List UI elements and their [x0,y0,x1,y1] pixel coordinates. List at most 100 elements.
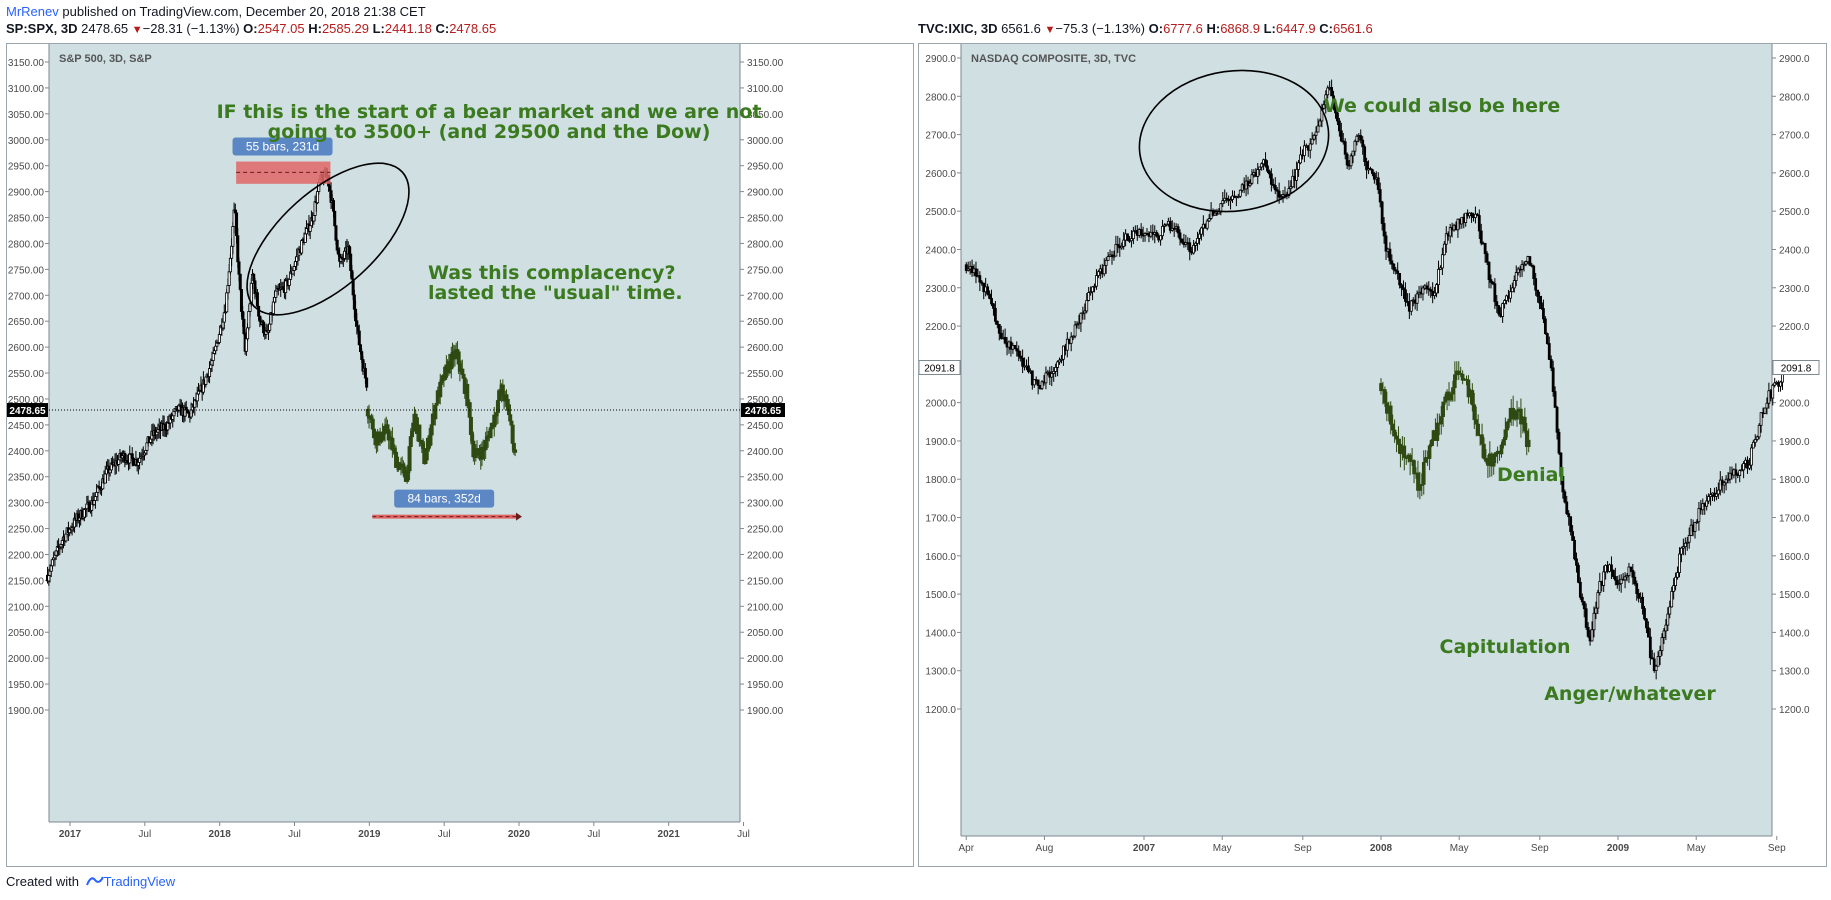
candle-body [990,298,993,305]
candle-body [1501,303,1505,317]
candle-body [1578,581,1582,598]
candle-body [1695,521,1699,524]
projection-candle-body [1482,443,1486,459]
candle-body [1376,177,1380,190]
candle-body [1528,256,1532,266]
candle-body [1120,245,1124,249]
quote-line-spx: SP:SPX, 3D 2478.65 ▼−28.31 (−1.13%) O:25… [6,21,496,36]
y-tick-label-left: 2100.00 [8,602,45,613]
candle-body [1652,658,1656,671]
projection-candle-body [1383,389,1387,404]
candle-body [1040,381,1044,389]
candle-body [1062,345,1065,360]
candle-body [1715,493,1718,497]
candle-body [1131,230,1135,240]
x-tick-label: 2020 [508,829,531,840]
x-tick-label: Jul [587,829,600,840]
candle-body [1654,665,1658,671]
candle-body [1633,576,1637,585]
ixic-chart-pane[interactable]: 1200.0 1200.0 1300.0 1300.0 1400.0 1400.0 1500… [918,43,1827,867]
tradingview-logo-icon[interactable] [85,875,104,887]
candle-body [355,320,359,327]
candle-body [1532,265,1536,279]
candle-body [1126,233,1129,241]
high-label: H: [308,21,322,36]
candle-body [1295,169,1299,181]
candle-body [1336,112,1339,122]
candle-body [1629,566,1633,571]
projection-candle-body [1519,408,1523,425]
y-tick-label-left: 1900.0 [925,437,956,448]
candle-body [1139,229,1143,236]
projection-candle-body [513,449,518,453]
projection-candle-body [1402,445,1407,458]
projection-candle-body [1474,419,1479,425]
projection-candle-body [1443,396,1447,403]
candle-body [1180,238,1184,243]
candle-body [1130,238,1133,242]
candle-body [1724,478,1728,484]
candle-body [1510,287,1514,293]
symbol-label[interactable]: SP:SPX, 3D [6,21,78,36]
y-tick-label-right: 3100.00 [747,84,784,95]
y-tick-label-left: 2050.00 [8,628,45,639]
candle-body [332,200,336,212]
candle-body [1670,590,1674,608]
candle-body [1645,618,1648,629]
author-link[interactable]: MrRenev [6,4,59,19]
candle-body [1619,578,1623,584]
candle-body [1516,268,1520,273]
y-tick-label-left: 1600.0 [925,552,956,563]
candle-body [1512,280,1516,289]
candle-body [255,292,259,307]
candle-body [1487,261,1491,281]
candle-body [1155,232,1159,237]
projection-candle-body [1408,454,1412,462]
candle-body [274,290,278,298]
candle-body [1361,139,1365,148]
spx-chart-pane[interactable]: 1900.00 1900.00 1950.00 1950.00 2000.00 2000.… [6,43,914,867]
candle-body [1312,134,1316,140]
projection-candle-body [1480,434,1484,445]
candle-body [1491,281,1495,285]
last-price-tag-left [919,359,961,375]
candle-body [1592,612,1596,631]
last-price-tag-right [741,403,785,418]
candle-body [1168,220,1172,231]
candle-body [1097,271,1100,276]
y-tick-label-right: 1400.0 [1779,628,1810,639]
symbol-label[interactable]: TVC:IXIC, 3D [918,21,998,36]
candle-body [1613,576,1617,581]
candle-body [1030,370,1034,386]
candle-body [1485,253,1489,263]
candle-body [1662,630,1666,638]
y-tick-label-right: 2400.00 [747,447,784,458]
candle-body [1757,424,1761,438]
candle-body [1582,601,1586,610]
candle-body [1326,87,1330,96]
spx-chart-svg[interactable]: 1900.00 1900.00 1950.00 1950.00 2000.00 2000.… [7,44,913,866]
y-tick-label-right: 2850.00 [747,214,784,225]
y-tick-label-right: 2250.00 [747,525,784,536]
candle-body [1547,343,1551,360]
y-tick-label-right: 2000.00 [747,654,784,665]
candle-body [997,324,1001,334]
y-tick-label-right: 2950.00 [747,162,784,173]
x-tick-label: Aug [1036,843,1054,854]
candle-body [1722,482,1726,486]
candle-body [1015,348,1019,352]
y-tick-label-right: 2100.00 [747,602,784,613]
ixic-chart-svg[interactable]: 1200.0 1200.0 1300.0 1300.0 1400.0 1400.0 1500… [919,44,1826,866]
candle-body [1409,300,1413,312]
candle-body [1050,373,1054,378]
x-tick-label: Sep [1294,843,1312,854]
y-tick-label-right: 1900.0 [1779,437,1810,448]
candle-body [1095,275,1098,287]
projection-candle-group [365,341,518,484]
candle-body [1610,564,1613,571]
y-tick-label-left: 3150.00 [8,58,45,69]
tradingview-link[interactable]: TradingView [103,874,176,889]
candle-body [1549,359,1553,369]
candle-body [1163,224,1166,227]
candle-body [1421,287,1425,295]
